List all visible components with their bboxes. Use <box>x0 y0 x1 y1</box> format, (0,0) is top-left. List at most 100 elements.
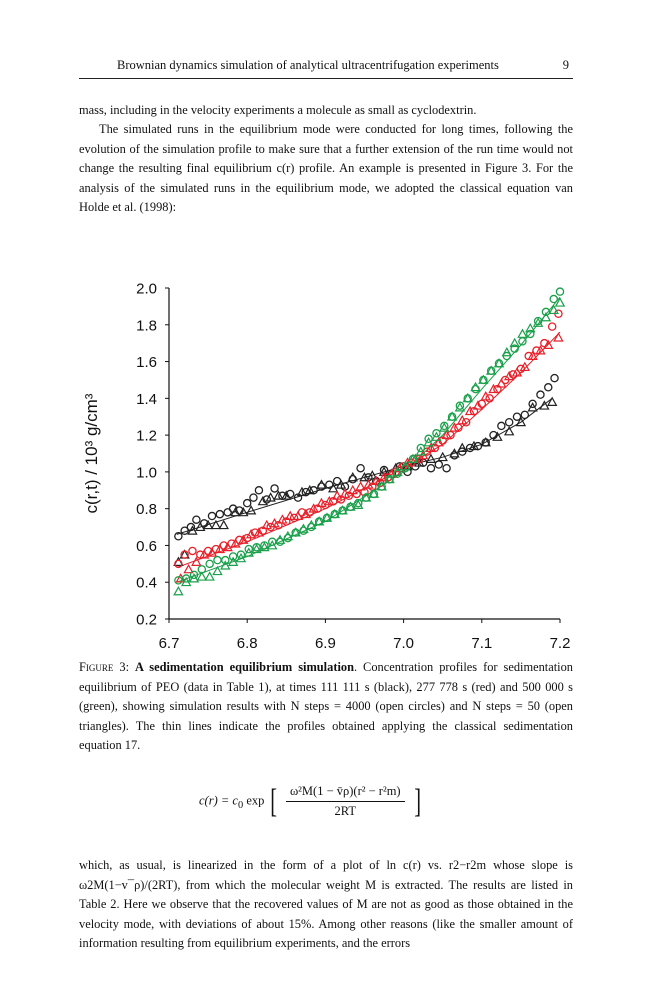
data-point-green-triangle <box>313 516 325 526</box>
data-point-black-triangle <box>457 442 468 452</box>
data-point-black-triangle <box>449 448 460 458</box>
sedimentation-equation: c(r) = c0 exp [ ω²M(1 − v̄ρ)(r² − r²m) 2… <box>199 784 539 834</box>
data-point-red-triangle <box>519 361 531 372</box>
data-point-red-triangle <box>339 488 351 498</box>
data-point-green-circle <box>549 294 558 304</box>
data-point-red-triangle <box>464 405 476 416</box>
data-point-black-triangle <box>202 519 214 530</box>
data-point-red-triangle <box>324 495 335 506</box>
data-point-green-triangle <box>509 337 520 348</box>
data-point-green-circle <box>189 570 199 580</box>
data-point-black-circle <box>356 463 365 473</box>
data-point-black-triangle <box>281 490 292 500</box>
equation-fraction: ω²M(1 − v̄ρ)(r² − r²m) 2RT <box>285 784 405 819</box>
data-point-black-triangle <box>503 425 515 436</box>
y-tick-label: 1.4 <box>136 391 157 408</box>
paper-page: Brownian dynamics simulation of analytic… <box>79 56 573 950</box>
data-point-green-triangle <box>384 473 395 484</box>
paragraph-2: The simulated runs in the equilibrium mo… <box>79 122 573 214</box>
x-tick-label: 7.1 <box>471 635 492 652</box>
data-point-black-triangle <box>378 466 390 476</box>
data-point-black-triangle <box>359 471 370 482</box>
data-point-green-triangle <box>274 534 286 544</box>
data-point-green-triangle <box>212 565 223 576</box>
data-point-black-triangle <box>527 402 538 412</box>
data-point-black-circle <box>174 531 183 541</box>
data-point-red-circle <box>188 546 197 556</box>
running-header: Brownian dynamics simulation of analytic… <box>79 56 573 79</box>
data-point-green-triangle <box>525 323 536 333</box>
data-point-red-triangle <box>553 332 564 342</box>
data-point-black-circle <box>520 410 530 420</box>
data-point-red-triangle <box>480 391 491 401</box>
data-point-black-triangle <box>173 556 184 566</box>
data-point-green-triangle <box>415 446 427 456</box>
data-point-green-circle <box>526 329 535 339</box>
data-point-green-circle <box>252 543 261 552</box>
data-point-red-triangle <box>496 378 507 388</box>
y-tick-label: 0.4 <box>136 575 157 592</box>
data-point-red-triangle <box>292 510 304 520</box>
data-point-green-triangle <box>227 556 239 566</box>
data-point-black-triangle <box>245 505 257 515</box>
data-point-black-triangle <box>539 400 550 410</box>
data-point-green-triangle <box>251 543 262 554</box>
data-point-green-triangle <box>235 552 247 563</box>
data-point-red-triangle <box>269 517 280 528</box>
data-point-black-circle <box>544 383 553 392</box>
data-point-black-triangle <box>316 479 327 489</box>
data-point-green-circle <box>236 550 246 559</box>
data-point-green-triangle <box>220 560 231 570</box>
paragraph-1: mass, including in the velocity experime… <box>79 103 477 117</box>
data-point-red-triangle <box>198 549 210 559</box>
y-tick-label: 2.0 <box>136 281 157 298</box>
x-tick-label: 6.7 <box>159 635 180 652</box>
data-point-black-triangle <box>296 486 308 497</box>
data-point-black-triangle <box>425 453 437 463</box>
data-point-red-triangle <box>230 538 241 548</box>
data-point-green-triangle <box>298 523 309 533</box>
data-point-green-triangle <box>173 585 184 596</box>
data-point-red-triangle <box>535 345 546 355</box>
data-point-black-circle <box>192 515 201 524</box>
caption-label: Figure 3: <box>79 660 130 674</box>
data-point-green-triangle <box>446 411 458 421</box>
data-point-green-circle <box>174 576 183 585</box>
data-point-green-triangle <box>540 311 552 322</box>
data-point-black-circle <box>426 463 436 473</box>
data-point-green-triangle <box>501 346 513 357</box>
data-point-red-triangle <box>331 490 343 500</box>
data-point-red-triangle <box>316 497 327 508</box>
equation-lhs: c(r) = c <box>199 793 238 808</box>
data-point-green-triangle <box>267 540 278 550</box>
data-point-black-triangle <box>195 521 206 532</box>
data-point-red-triangle <box>441 429 452 440</box>
data-point-red-triangle <box>245 528 257 539</box>
y-tick-label: 1.0 <box>136 464 157 481</box>
data-point-black-triangle <box>480 437 491 447</box>
fit-line-red <box>176 331 561 568</box>
data-point-green-circle <box>221 555 230 565</box>
equation-lhs-sub: 0 <box>237 799 244 811</box>
data-point-green-circle <box>244 544 254 554</box>
data-point-green-triangle <box>423 437 434 447</box>
data-point-green-triangle <box>493 357 505 368</box>
data-point-black-circle <box>254 486 264 495</box>
data-point-black-circle <box>497 421 506 431</box>
x-tick-label: 7.0 <box>393 635 414 652</box>
figure-3: 0.2 0.4 0.6 0.8 1.0 1.2 1.4 1.6 1.8 2.0 6.7 6.8 6.9 7… <box>79 226 573 696</box>
data-point-green-triangle <box>337 505 348 515</box>
data-point-red-triangle <box>308 503 319 513</box>
data-point-red-triangle <box>261 519 272 530</box>
data-point-green-triangle <box>306 519 317 530</box>
data-point-red-triangle <box>511 367 523 377</box>
data-point-red-triangle <box>457 414 468 425</box>
data-point-green-circle <box>353 498 363 508</box>
data-point-red-triangle <box>527 350 538 360</box>
y-tick-label: 1.8 <box>136 317 157 334</box>
data-point-green-circle <box>455 401 465 410</box>
data-point-green-circle <box>260 541 269 550</box>
fit-line-green <box>176 296 561 583</box>
data-point-black-circle <box>186 522 196 532</box>
y-tick-label: 0.2 <box>136 612 157 629</box>
